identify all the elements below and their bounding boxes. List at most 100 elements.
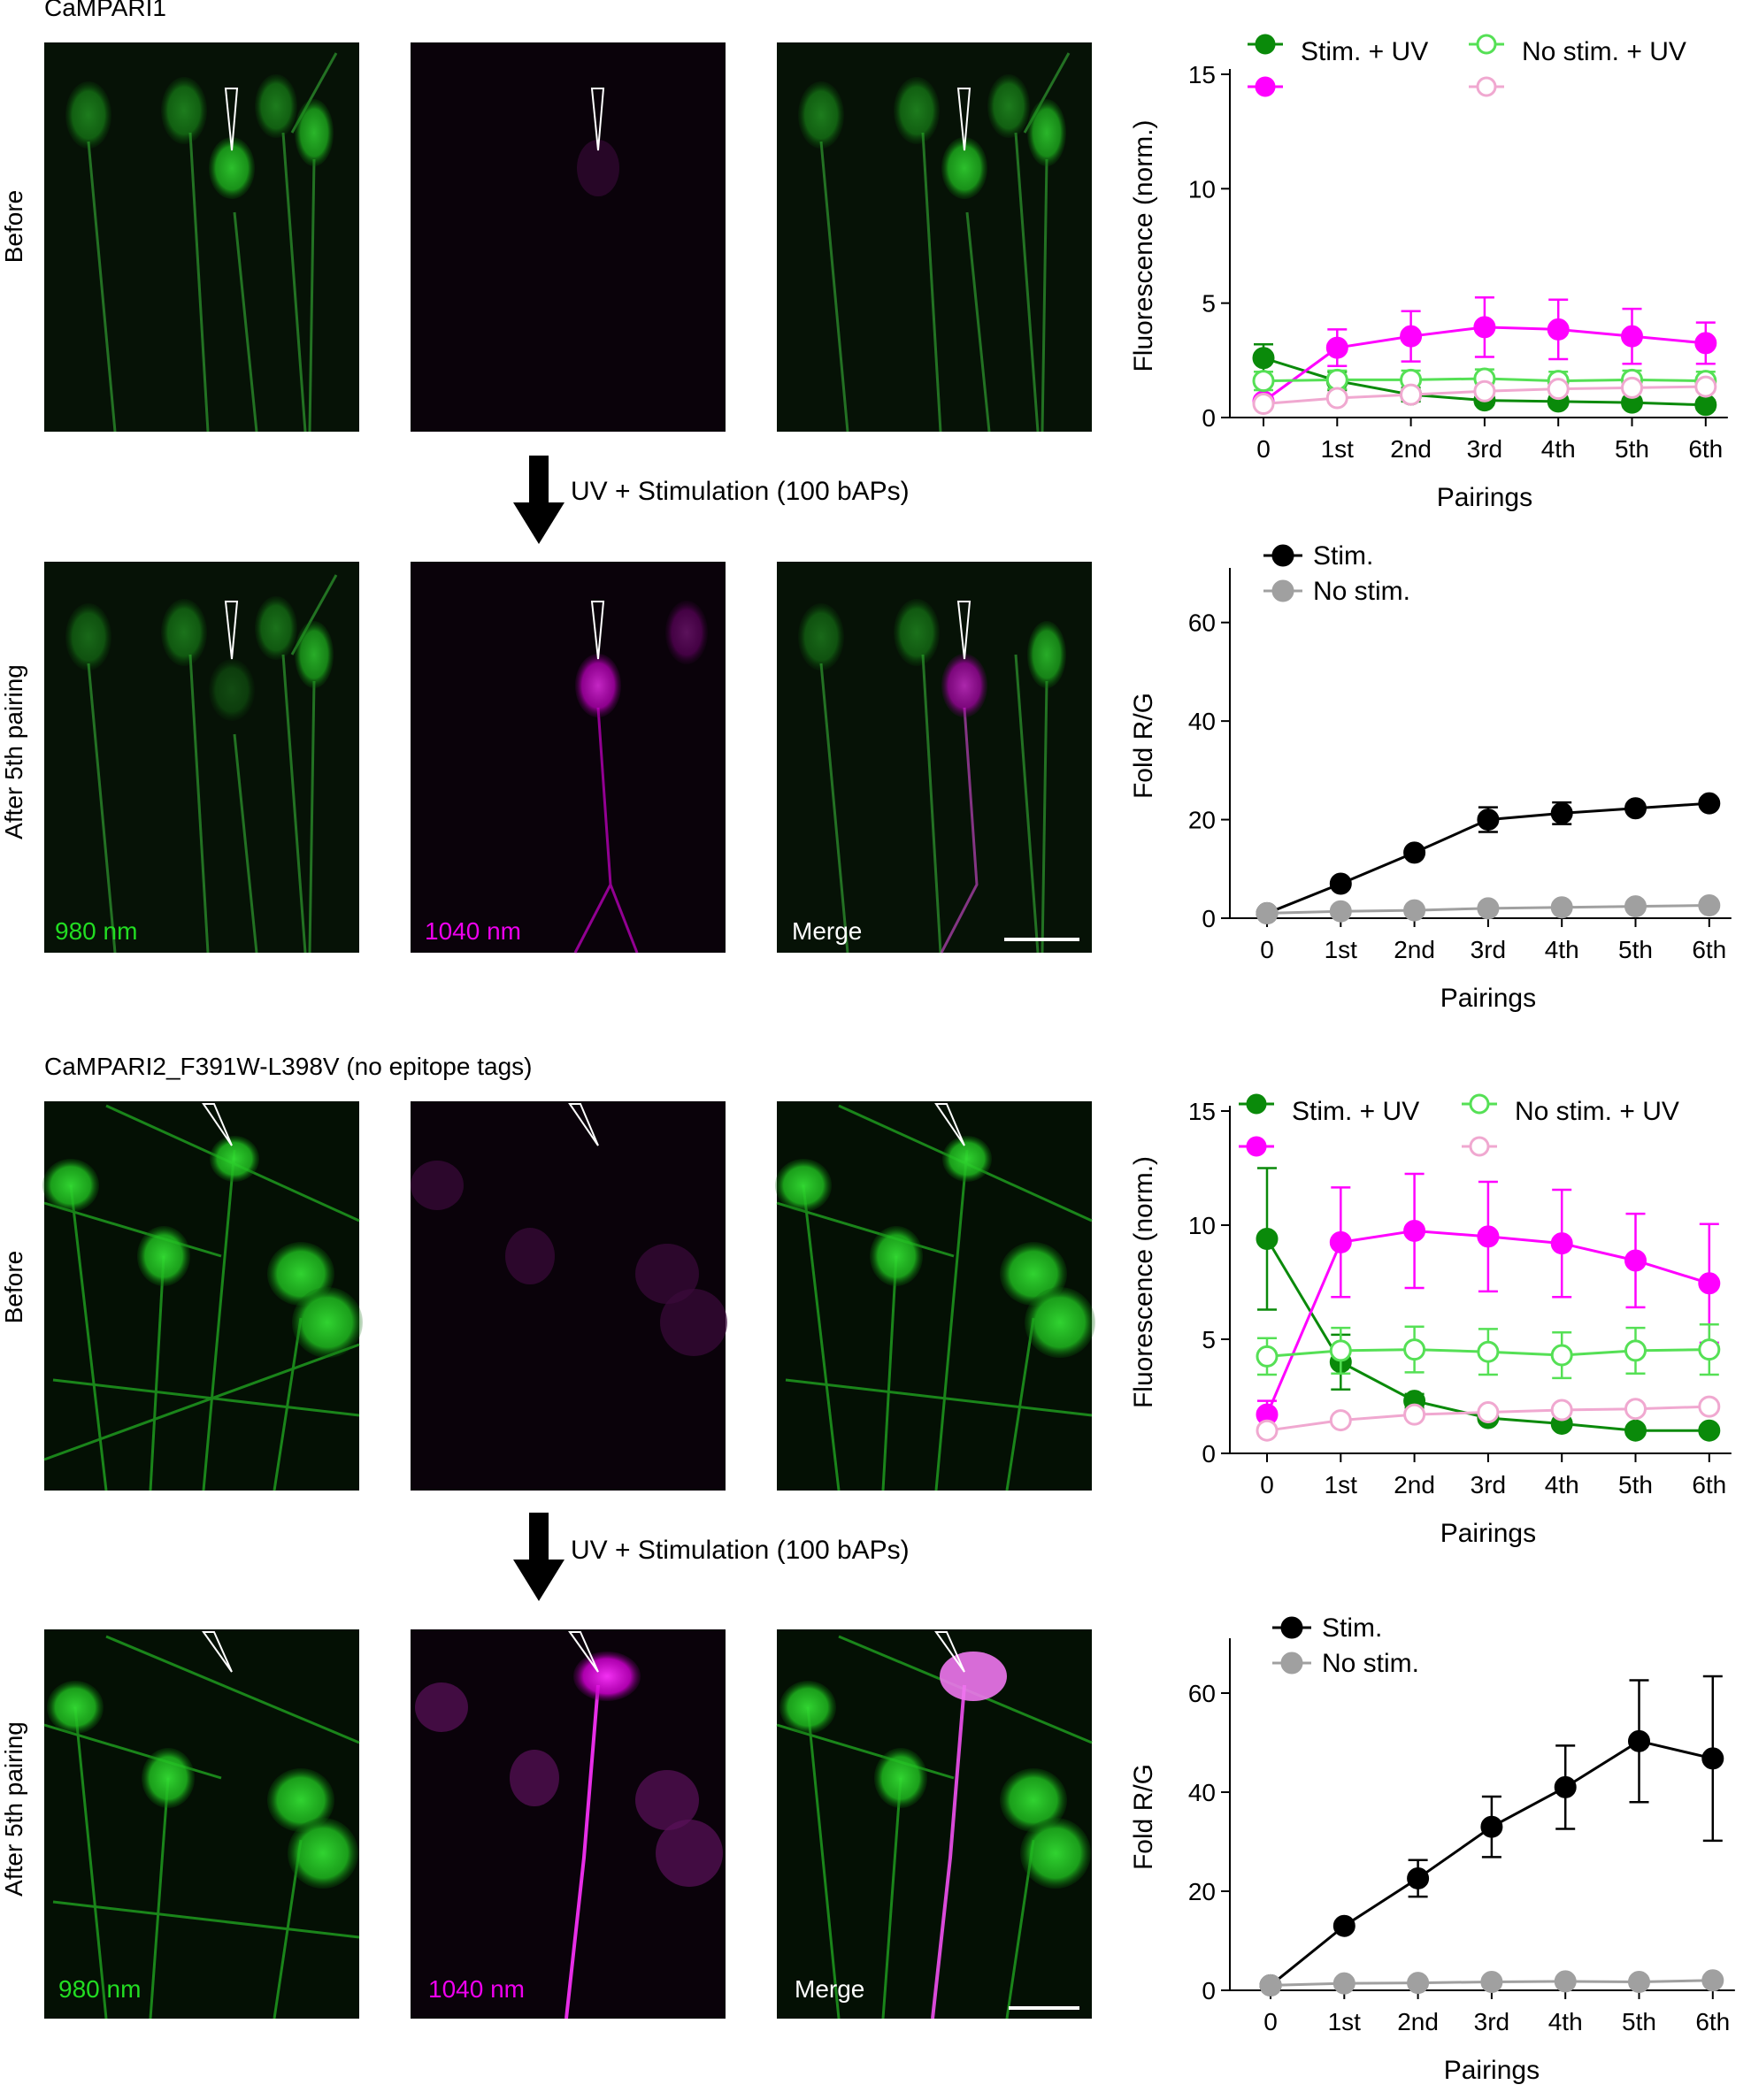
data-point	[1473, 379, 1496, 402]
x-tick-label: 0	[1256, 435, 1271, 463]
channel-label-1040nm-2: 1040 nm	[428, 1975, 525, 2003]
legend-marker	[1469, 1093, 1490, 1115]
data-point	[1698, 792, 1721, 815]
data-point	[1621, 325, 1643, 348]
x-axis-label: Pairings	[1440, 1519, 1536, 1548]
y-tick-label: 15	[1188, 1098, 1216, 1125]
construct-title-2: CaMPARI2_F391W-L398V (no epitope tags)	[44, 1053, 532, 1080]
data-point	[1550, 801, 1573, 824]
data-point	[1329, 1339, 1352, 1362]
data-point	[1550, 1344, 1573, 1367]
micrograph-after-980nm-1	[44, 562, 359, 954]
data-point	[1473, 316, 1496, 339]
x-tick-label: 1st	[1328, 2008, 1362, 2035]
series-line	[1270, 1739, 1714, 1987]
y-tick-label: 60	[1188, 609, 1216, 637]
data-point	[1403, 1338, 1426, 1361]
data-point	[1477, 1401, 1500, 1424]
y-tick-label: 40	[1188, 1779, 1216, 1806]
legend-label: Stim.	[1322, 1613, 1382, 1643]
data-point	[1407, 1866, 1430, 1889]
legend-label: No stim.	[1313, 577, 1410, 606]
x-tick-label: 4th	[1545, 1471, 1579, 1498]
legend-label: No stim. + UV	[1522, 37, 1686, 66]
y-axis-label: Fold R/G	[1129, 1764, 1158, 1870]
micrograph-before-merge-2	[775, 1101, 1095, 1491]
legend-marker	[1246, 1136, 1267, 1157]
y-axis-label: Fold R/G	[1129, 693, 1158, 799]
data-point	[1400, 325, 1423, 348]
micrograph-after-1040nm-2	[411, 1629, 726, 2020]
data-point	[1332, 1972, 1355, 1995]
data-point	[1256, 1227, 1279, 1250]
x-tick-label: 1st	[1325, 936, 1358, 963]
legend-marker	[1271, 579, 1294, 602]
y-tick-label: 5	[1202, 290, 1216, 318]
micrograph-after-980nm-2	[43, 1629, 360, 2020]
channel-label-980nm-1: 980 nm	[55, 917, 137, 945]
data-point	[1621, 376, 1643, 399]
x-tick-label: 1st	[1325, 1471, 1358, 1498]
legend-marker	[1476, 34, 1497, 55]
channel-label-merge-1: Merge	[792, 917, 862, 945]
micrograph-before-980nm-1	[44, 42, 359, 433]
data-point	[1329, 1230, 1352, 1253]
scale-bar-1	[1004, 938, 1079, 941]
x-tick-label: 2nd	[1394, 936, 1435, 963]
x-tick-label: 3rd	[1467, 435, 1502, 463]
row-label-after-1: After 5th pairing	[0, 664, 27, 839]
data-point	[1694, 394, 1717, 417]
y-tick-label: 20	[1188, 1878, 1216, 1905]
legend: Stim. + UV No stim. + UV	[1248, 34, 1686, 97]
data-point	[1624, 1398, 1647, 1421]
x-tick-label: 6th	[1692, 1471, 1726, 1498]
x-tick-label: 5th	[1618, 1471, 1653, 1498]
legend-label: Stim.	[1313, 541, 1373, 571]
data-point	[1256, 901, 1279, 924]
data-point	[1407, 1972, 1430, 1995]
data-point	[1480, 1970, 1503, 1993]
charts: 0 5 10 15 0 1st 2nd 3rd 4th 5th 6th Pairings Fluores…	[1129, 34, 1735, 2085]
data-point	[1256, 1345, 1279, 1368]
data-point	[1252, 370, 1275, 393]
data-point	[1547, 318, 1570, 341]
data-point	[1550, 1399, 1573, 1422]
chart-1: 0 5 10 15 0 1st 2nd 3rd 4th 5th 6th Pairings Fluores…	[1129, 34, 1728, 512]
data-point	[1403, 899, 1426, 922]
data-point	[1325, 368, 1348, 391]
construct-title-1: CaMPARI1	[44, 0, 166, 21]
legend-marker	[1255, 76, 1276, 97]
x-tick-label: 4th	[1545, 936, 1579, 963]
data-point	[1325, 387, 1348, 410]
data-point	[1701, 1969, 1724, 1992]
data-point	[1694, 332, 1717, 355]
legend: Stim. + UV No stim. + UV	[1239, 1093, 1679, 1157]
data-point	[1698, 1272, 1721, 1295]
data-point	[1403, 1219, 1426, 1242]
x-tick-label: 6th	[1688, 435, 1723, 463]
y-axis-label: Fluorescence (norm.)	[1129, 1156, 1158, 1408]
down-arrow-icon-2	[513, 1513, 564, 1601]
data-point	[1256, 1419, 1279, 1442]
data-point	[1694, 375, 1717, 398]
data-point	[1400, 383, 1423, 406]
x-tick-label: 3rd	[1474, 2008, 1509, 2035]
data-point	[1329, 872, 1352, 895]
x-tick-label: 0	[1263, 2008, 1278, 2035]
data-point	[1252, 347, 1275, 370]
series-3	[1256, 1322, 1721, 1380]
legend-marker	[1271, 544, 1294, 567]
data-point	[1547, 378, 1570, 401]
data-point	[1550, 1232, 1573, 1255]
legend-marker	[1280, 1652, 1303, 1675]
series-1	[1259, 1675, 1724, 1997]
data-point	[1624, 895, 1647, 918]
micrograph-before-1040nm-2	[411, 1101, 727, 1491]
legend-marker	[1255, 34, 1276, 55]
row-label-before-1: Before	[0, 190, 27, 264]
data-point	[1698, 1338, 1721, 1361]
y-axis-label: Fluorescence (norm.)	[1129, 119, 1158, 372]
x-tick-label: 6th	[1695, 2008, 1730, 2035]
series-4	[1252, 375, 1717, 415]
legend: Stim. No stim.	[1272, 1613, 1419, 1678]
